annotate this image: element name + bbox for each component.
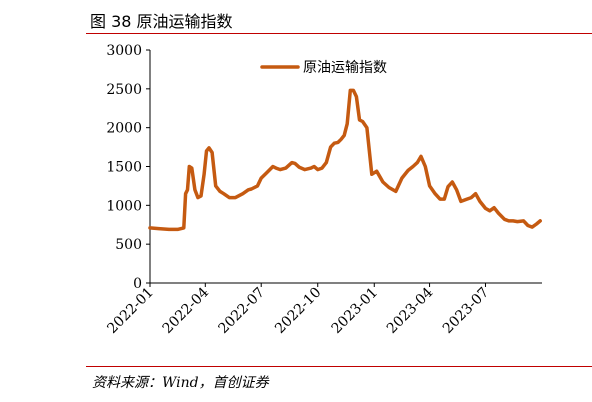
- y-tick-label: 3000: [106, 43, 142, 59]
- legend: 原油运输指数: [260, 60, 387, 76]
- x-axis-ticks: 2022-01 2022-04 2022-07 2022-10 2023-01 2023-…: [104, 283, 492, 337]
- x-tick-label: 2023-07: [440, 285, 492, 337]
- x-tick-label: 2023-01: [329, 285, 381, 337]
- plot-area: [148, 88, 542, 232]
- footer-rule: [86, 366, 592, 367]
- y-tick-label: 500: [115, 237, 142, 253]
- legend-label: 原油运输指数: [303, 60, 387, 76]
- y-tick-label: 2000: [106, 121, 142, 137]
- chart-axes: [149, 50, 542, 284]
- y-axis-ticks: 3000 2500 2000 1500 1000 500 0: [106, 43, 150, 292]
- x-tick-label: 2022-01: [104, 285, 156, 337]
- x-tick-label: 2022-04: [160, 284, 213, 337]
- x-tick-label: 2023-04: [384, 284, 437, 337]
- x-tick-label: 2022-07: [216, 285, 268, 337]
- header-rule: [86, 33, 592, 34]
- y-tick-label: 1000: [106, 198, 142, 214]
- figure-title: 图 38 原油运输指数: [90, 12, 233, 31]
- y-tick-label: 2500: [106, 82, 142, 98]
- y-tick-label: 0: [133, 276, 142, 292]
- y-tick-label: 1500: [106, 160, 142, 176]
- source-note: 资料来源：Wind，首创证券: [92, 375, 269, 391]
- x-tick-label: 2022-10: [272, 285, 324, 337]
- series-line: [148, 88, 542, 232]
